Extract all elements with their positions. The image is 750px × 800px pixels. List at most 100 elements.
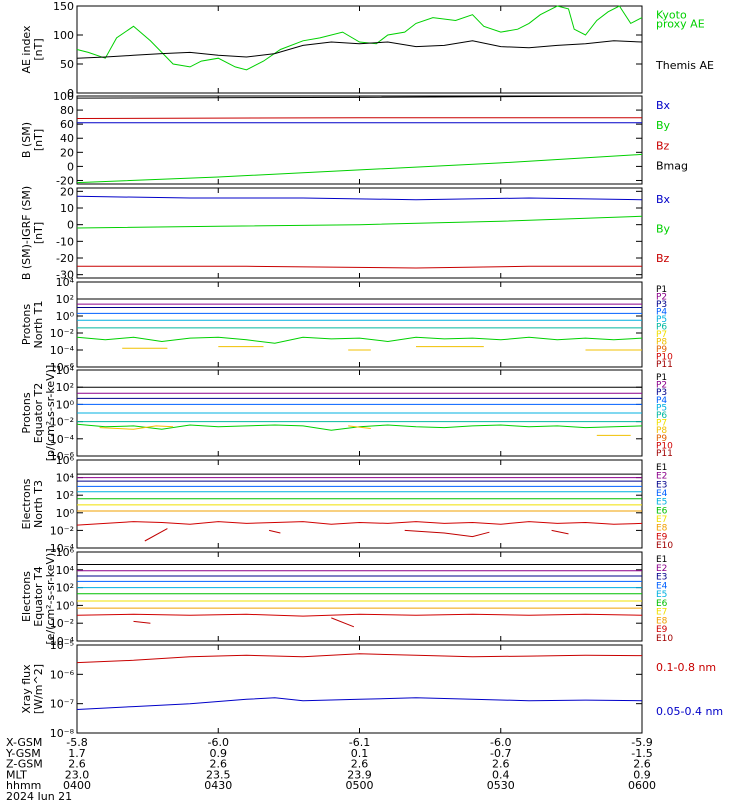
legend-entry: E8 <box>656 524 668 534</box>
footer-row-label: hhmm <box>6 779 41 792</box>
y-tick-label: 10⁰ <box>56 398 75 411</box>
series-e9 <box>76 521 643 526</box>
y-tick-label: -30 <box>56 269 74 282</box>
y-tick-label: 10⁻⁷ <box>50 698 74 711</box>
y-tick-label: 10⁻⁸ <box>50 727 75 740</box>
footer-value: 2.6 <box>492 758 510 771</box>
y-axis-label: Equator T2 <box>32 383 45 443</box>
footer-value: 1.7 <box>68 747 86 760</box>
y-tick-label: 10⁻² <box>50 416 74 429</box>
footer-value: 0.9 <box>210 747 228 760</box>
series-e11 <box>268 529 281 534</box>
footer-value: 0.4 <box>492 768 510 781</box>
y-tick-label: 10 <box>60 202 74 215</box>
legend-entry: P11 <box>656 449 673 459</box>
y-tick-label: 10⁻⁴ <box>50 433 75 446</box>
legend-entry: P1 <box>656 285 667 295</box>
y-tick-label: 10⁻² <box>50 617 74 630</box>
panel-pe: 10⁻⁶ 10⁻⁴ 10⁻² 10⁰ 10² 10⁴ Protons Equator T2 [p… <box>20 364 673 463</box>
legend-entry: Bz <box>656 139 670 152</box>
legend-entry: P2 <box>656 293 667 303</box>
footer-value: -6.0 <box>490 736 511 749</box>
panel-ee: 10⁻⁴ 10⁻² 10⁰ 10² 10⁴ 10⁶ Electrons Equator T4[… <box>20 546 673 648</box>
y-axis-label: B (SM) <box>20 122 33 158</box>
y-tick-label: 10² <box>56 293 74 306</box>
footer-value: 2.6 <box>68 758 86 771</box>
y-axis-label: [nT] <box>32 129 45 151</box>
series-bmag <box>76 95 643 99</box>
legend-entry: E5 <box>656 498 667 508</box>
footer-value: 23.0 <box>65 768 90 781</box>
y-axis-label: [e/(cm²-s-sr-keV)] <box>44 548 57 644</box>
y-tick-label: 10⁴ <box>56 364 75 377</box>
legend-entry: P11 <box>656 360 673 370</box>
panel-frame <box>76 95 643 185</box>
y-axis-label: AE index <box>20 25 33 74</box>
legend-entry: P4 <box>656 396 667 406</box>
series-by <box>76 153 643 184</box>
y-tick-label: -20 <box>56 174 74 187</box>
y-tick-label: -10 <box>56 235 74 248</box>
footer-value: -0.7 <box>490 747 511 760</box>
legend-entry: 0.05-0.4 nm <box>656 705 723 718</box>
y-tick-label: 10⁻⁶ <box>50 668 75 681</box>
y-tick-label: 0 <box>67 219 74 232</box>
legend-entry: E4 <box>656 581 668 591</box>
legend-entry: P3 <box>656 388 667 398</box>
y-tick-label: 10⁻² <box>50 327 74 340</box>
series-themis-ae <box>76 40 643 59</box>
footer-row-label: MLT <box>6 768 27 781</box>
footer-ephemeris: X-GSM -5.8 -6.0 -6.1 -6.0 -5.9 Y-GSM 1.7 0.9 0.1 -… <box>5 736 656 800</box>
y-tick-label: 10⁻⁴ <box>50 344 75 357</box>
footer-value: 0.1 <box>351 747 369 760</box>
y-tick-label: 10⁴ <box>56 472 75 485</box>
legend-entry: E1 <box>656 463 667 473</box>
y-tick-label: 10⁶ <box>56 546 75 559</box>
legend-entry: E3 <box>656 480 667 490</box>
series-p7 <box>76 336 643 344</box>
footer-value: 23.9 <box>347 768 372 781</box>
legend-entry: P7 <box>656 419 667 429</box>
footer-row-label: X-GSM <box>6 736 42 749</box>
legend-entry: E9 <box>656 532 668 542</box>
y-tick-label: 10² <box>56 381 74 394</box>
legend-entry: P5 <box>656 315 667 325</box>
legend-entry: P8 <box>656 426 667 436</box>
legend-entry: P10 <box>656 441 673 451</box>
series-e11 <box>331 617 355 628</box>
series-p8 <box>99 425 174 430</box>
y-tick-label: 20 <box>60 146 74 159</box>
legend-entry: E9 <box>656 625 668 635</box>
footer-value: -5.8 <box>66 736 87 749</box>
footer-value: 2.6 <box>351 758 369 771</box>
legend-entry: E7 <box>656 608 667 618</box>
series-e13 <box>551 529 569 535</box>
series-0-1-0-8-nm <box>76 653 643 664</box>
footer-value: 0.9 <box>633 768 651 781</box>
y-tick-label: 10⁰ <box>56 310 75 323</box>
series-by <box>76 215 643 229</box>
footer-date: 2024 Jun 21 <box>6 790 72 800</box>
y-tick-label: 10² <box>56 582 74 595</box>
footer-value: 0430 <box>204 779 232 792</box>
y-tick-label: 10⁻⁵ <box>50 639 74 652</box>
series-bz <box>76 117 642 119</box>
panel-pn: 10⁻⁶ 10⁻⁴ 10⁻² 10⁰ 10² 10⁴ Protons North T1 P1P2… <box>20 276 673 374</box>
footer-row-label: Z-GSM <box>6 758 43 771</box>
legend-entry: P5 <box>656 403 667 413</box>
y-tick-label: 10⁰ <box>56 507 75 520</box>
legend-entry: Kyoto <box>656 9 687 22</box>
legend-entry: By <box>656 223 671 236</box>
legend-entry: P6 <box>656 411 667 421</box>
legend-entry: Bx <box>656 193 671 206</box>
y-axis-label: [nT] <box>32 38 45 60</box>
footer-value: 2.6 <box>633 758 651 771</box>
y-tick-label: 0 <box>67 87 74 100</box>
legend-entry: E2 <box>656 472 667 482</box>
legend-entry: E5 <box>656 590 667 600</box>
y-tick-label: 80 <box>60 104 74 117</box>
series-e12 <box>404 529 490 538</box>
y-tick-label: 10⁴ <box>56 564 75 577</box>
